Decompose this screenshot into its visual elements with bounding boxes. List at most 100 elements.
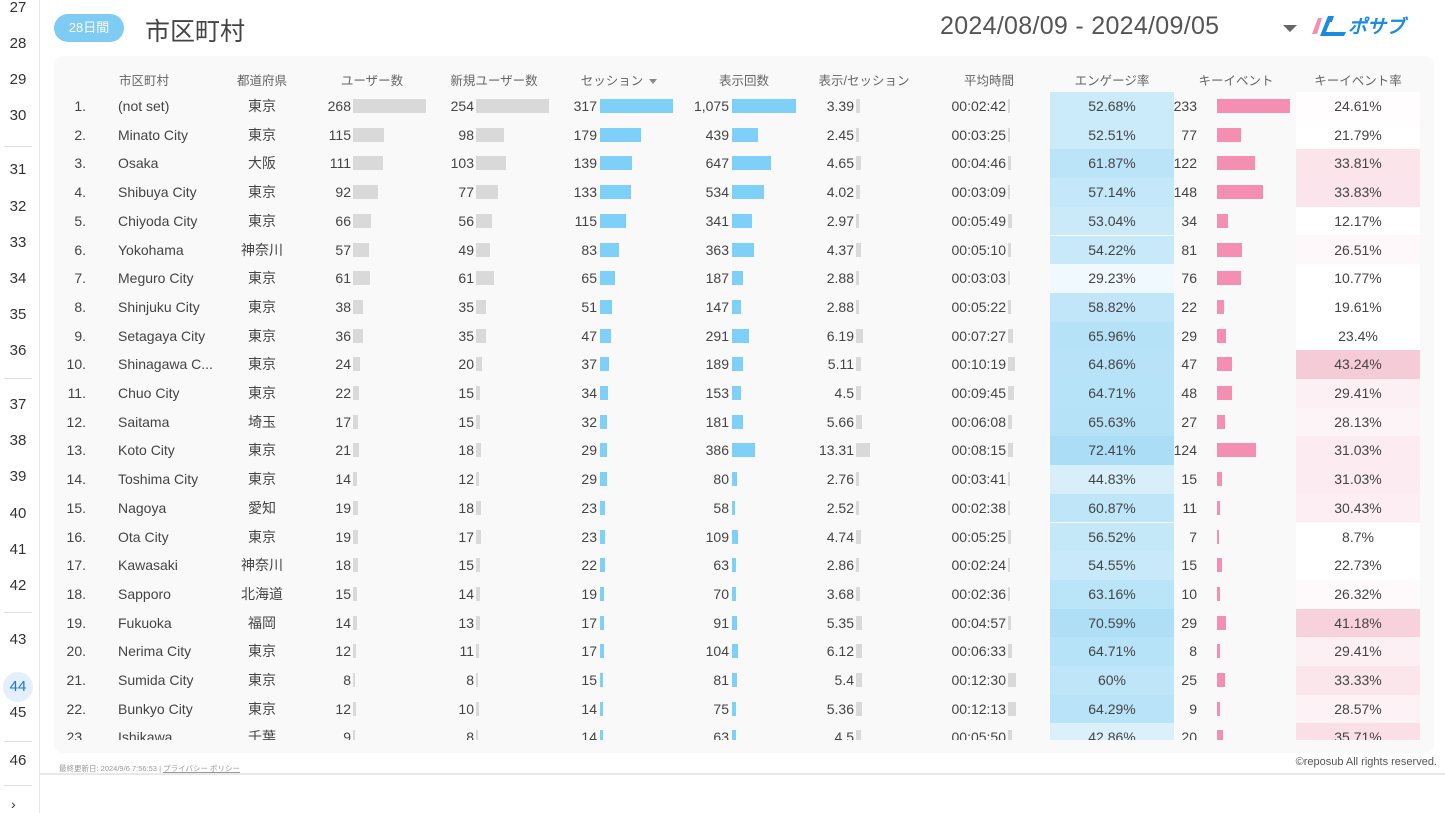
table-scroll-area[interactable]: 市区町村 都道府県 ユーザー数 新規ユーザー数 セッション 表示回数 表示/セッション 平均時… — [54, 56, 1434, 740]
column-header-eng-rate[interactable]: エンゲージ率 — [1050, 72, 1174, 90]
column-header-users[interactable]: ユーザー数 — [322, 72, 422, 90]
table-row[interactable]: 11. Chuo City 東京 22 15 34 153 4.5 48 00:09:45 64.7… — [54, 379, 1434, 408]
cell-views: 291 — [705, 327, 729, 344]
table-row[interactable]: 8. Shinjuku City 東京 38 35 51 147 2.88 22 00:05:22… — [54, 292, 1434, 322]
table-row[interactable]: 3. Osaka 大阪 111 103 139 647 4.65 122 00:04:46 61.8… — [54, 149, 1434, 179]
table-row[interactable]: 4. Shibuya City 東京 92 77 133 534 4.02 148 00:03:0… — [54, 178, 1434, 207]
table-row[interactable]: 10. Shinagawa C... 東京 24 20 37 189 5.11 47 00:10:… — [54, 350, 1434, 379]
cell-vps: 4.37 — [826, 241, 854, 258]
page-number[interactable]: 28 — [9, 35, 27, 52]
page-number[interactable]: 39 — [9, 468, 27, 485]
page-number[interactable]: 38 — [9, 432, 27, 449]
page-number[interactable]: 37 — [9, 396, 27, 413]
table-row[interactable]: 1. (not set) 東京 268 254 317 1,075 3.39 233 00:02:… — [54, 92, 1434, 121]
chevron-right-icon[interactable]: › — [11, 796, 16, 812]
page-number[interactable]: 29 — [9, 71, 27, 88]
bar-sessions — [600, 271, 615, 286]
page-number[interactable]: 43 — [9, 631, 27, 648]
table-row[interactable]: 20. Nerima City 東京 12 11 17 104 6.12 8 00:06:33 64… — [54, 637, 1434, 666]
page-number[interactable]: 34 — [9, 270, 27, 287]
column-header-key-events[interactable]: キーイベント — [1182, 72, 1290, 90]
bar-key-events — [1217, 558, 1222, 573]
page-number[interactable]: 27 — [9, 0, 27, 16]
column-header-sessions[interactable]: セッション — [564, 72, 674, 90]
table-row[interactable]: 13. Koto City 東京 21 18 29 386 13.31 124 00:08:15 7… — [54, 436, 1434, 466]
table-row[interactable]: 22. Bunkyo City 東京 12 10 14 75 5.36 9 00:12:13 64.… — [54, 694, 1434, 724]
privacy-policy-link[interactable]: プライバシー ポリシー — [163, 764, 241, 773]
bar-users — [353, 529, 359, 544]
bar-users — [353, 299, 364, 314]
bar-vps — [856, 127, 859, 142]
page-number[interactable]: 31 — [9, 161, 27, 178]
bar-new-users — [476, 386, 481, 400]
cell-ke-rate: 33.81% — [1296, 149, 1420, 179]
date-range-picker[interactable]: 2024/08/09 - 2024/09/05 — [940, 12, 1220, 40]
column-header-views[interactable]: 表示回数 — [694, 72, 794, 90]
cell-eng-rate: 65.63% — [1050, 407, 1174, 437]
cell-vps: 2.52 — [826, 499, 854, 516]
city-name: Minato City — [118, 126, 189, 143]
table-row[interactable]: 9. Setagaya City 東京 36 35 47 291 6.19 29 00:07:27… — [54, 321, 1434, 351]
bar-key-events — [1217, 357, 1232, 372]
column-header-new-users[interactable]: 新規ユーザー数 — [434, 72, 554, 90]
cell-ke-rate: 21.79% — [1296, 120, 1420, 150]
table-row[interactable]: 15. Nagoya 愛知 19 18 23 58 2.52 11 00:02:38 60.87% 3… — [54, 493, 1434, 523]
bar-users — [353, 328, 363, 343]
city-name: Meguro City — [118, 270, 194, 287]
cell-sessions: 32 — [581, 413, 597, 430]
chevron-down-icon[interactable] — [1283, 25, 1297, 32]
page-number[interactable]: 30 — [9, 107, 27, 124]
cell-sessions: 133 — [573, 184, 597, 201]
page-number[interactable]: 33 — [9, 234, 27, 251]
period-badge[interactable]: 28日間 — [54, 14, 124, 42]
table-row[interactable]: 19. Fukuoka 福岡 14 13 17 91 5.35 29 00:04:57 70.59%… — [54, 608, 1434, 638]
cell-key-events: 7 — [1189, 528, 1197, 545]
page-number[interactable]: 45 — [9, 704, 27, 721]
page-number[interactable]: 42 — [9, 577, 27, 594]
table-row[interactable]: 16. Ota City 東京 19 17 23 109 4.74 7 00:05:25 56.52… — [54, 522, 1434, 552]
bar-users — [353, 701, 357, 716]
column-header-avg-time[interactable]: 平均時間 — [934, 72, 1044, 90]
page-divider — [4, 378, 32, 379]
table-row[interactable]: 18. Sapporo 北海道 15 14 19 70 3.68 10 00:02:36 63.16… — [54, 579, 1434, 609]
cell-users: 66 — [335, 212, 351, 229]
column-header-ke-rate[interactable]: キーイベント率 — [1296, 72, 1420, 90]
bar-new-users — [476, 730, 479, 740]
column-header-city[interactable]: 市区町村 — [94, 72, 194, 90]
page-number[interactable]: 41 — [9, 541, 27, 558]
table-row[interactable]: 14. Toshima City 東京 14 12 29 80 2.76 15 00:03:41 4… — [54, 465, 1434, 494]
page-number[interactable]: 36 — [9, 342, 27, 359]
table-row[interactable]: 21. Sumida City 東京 8 8 15 81 5.4 25 00:12:30 60% 33… — [54, 666, 1434, 695]
page-number[interactable]: 32 — [9, 198, 27, 215]
table-row[interactable]: 7. Meguro City 東京 61 61 65 187 2.88 76 00:03:03 29… — [54, 264, 1434, 293]
table-row[interactable]: 5. Chiyoda City 東京 66 56 115 341 2.97 34 00:05:49… — [54, 206, 1434, 236]
column-header-label: 平均時間 — [963, 74, 1014, 88]
bar-sessions — [600, 386, 608, 400]
page-number[interactable]: 35 — [9, 306, 27, 323]
column-header-vps[interactable]: 表示/セッション — [808, 72, 920, 90]
prefecture: 千葉 — [248, 729, 276, 740]
table-row[interactable]: 2. Minato City 東京 115 98 179 439 2.45 77 00:03:25… — [54, 120, 1434, 150]
bar-new-users — [476, 357, 482, 372]
cell-vps: 2.45 — [826, 126, 854, 143]
cell-new-users: 15 — [458, 413, 474, 430]
cell-new-users: 14 — [458, 585, 474, 602]
cell-ke-rate: 28.13% — [1296, 407, 1420, 437]
sort-desc-icon[interactable] — [649, 79, 658, 85]
cell-key-events: 9 — [1189, 700, 1197, 717]
table-row[interactable]: 17. Kawasaki 神奈川 18 15 22 63 2.86 15 00:02:24 54.5… — [54, 551, 1434, 580]
column-header-pref[interactable]: 都道府県 — [224, 72, 300, 90]
table-row[interactable]: 6. Yokohama 神奈川 57 49 83 363 4.37 81 00:05:10 54.2… — [54, 235, 1434, 265]
table-row[interactable]: 12. Saitama 埼玉 17 15 32 181 5.66 27 00:06:08 65.63… — [54, 407, 1434, 437]
page-number[interactable]: 46 — [9, 752, 27, 769]
cell-ke-rate: 31.03% — [1296, 436, 1420, 466]
bar-vps — [856, 701, 862, 716]
page-number[interactable]: 40 — [9, 505, 27, 522]
cell-eng-rate: 58.82% — [1050, 292, 1174, 322]
page-number[interactable]: 44 — [3, 672, 33, 702]
page-divider — [4, 146, 32, 147]
cell-views: 70 — [713, 585, 729, 602]
bar-users — [353, 185, 379, 200]
table-row[interactable]: 23. Ishikawa 千葉 9 8 14 63 4.5 20 00:05:50 42.86% 35… — [54, 723, 1434, 740]
cell-ke-rate: 31.03% — [1296, 465, 1420, 494]
